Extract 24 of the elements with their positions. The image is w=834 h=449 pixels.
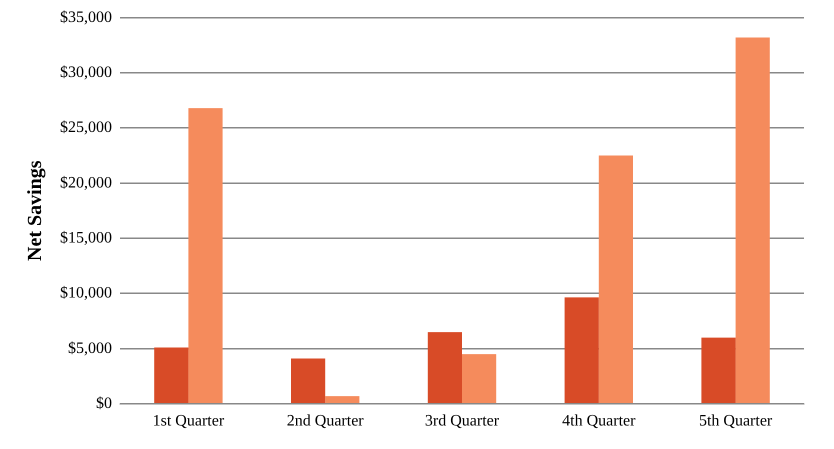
bar	[428, 332, 462, 404]
y-tick-label: $15,000	[60, 229, 112, 246]
x-tick-label: 4th Quarter	[562, 412, 636, 430]
bar	[325, 396, 360, 404]
y-tick-label: $30,000	[60, 64, 112, 81]
bar	[154, 348, 188, 404]
y-axis-title: Net Savings	[24, 160, 46, 261]
y-tick-label: $10,000	[60, 284, 112, 302]
bar	[188, 108, 223, 404]
bar	[564, 297, 599, 404]
bar	[701, 338, 736, 404]
y-tick-label: $20,000	[60, 174, 112, 192]
y-tick-label: $0	[96, 395, 112, 412]
bar	[462, 354, 496, 404]
x-tick-label: 2nd Quarter	[286, 412, 364, 430]
y-tick-label: $5,000	[68, 340, 112, 357]
y-tick-label: $35,000	[60, 8, 112, 26]
x-tick-label: 5th Quarter	[698, 412, 773, 430]
bar	[291, 358, 326, 404]
x-tick-label: 1st Quarter	[152, 412, 225, 430]
bar	[598, 156, 633, 404]
bar	[736, 37, 770, 404]
x-tick-label: 3rd Quarter	[424, 412, 500, 430]
y-tick-label: $25,000	[60, 119, 112, 136]
